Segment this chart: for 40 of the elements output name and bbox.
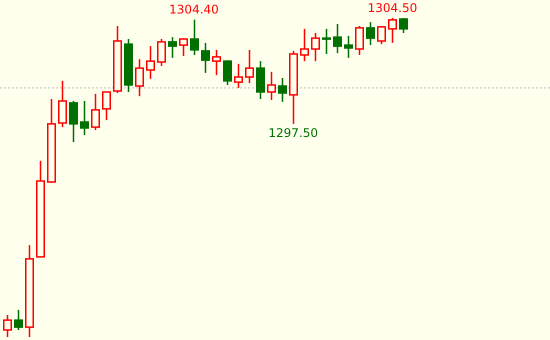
candlestick [256, 60, 265, 100]
annotation: 1304.40 [169, 2, 219, 17]
candlestick [25, 244, 34, 338]
candlestick [135, 58, 144, 97]
annotation: 1304.50 [368, 1, 418, 16]
candlestick [58, 80, 67, 128]
candlestick [289, 50, 298, 125]
candlestick [267, 71, 276, 101]
candlestick [157, 38, 166, 67]
candlestick [300, 28, 309, 62]
candlestick [322, 28, 331, 55]
candlestick [355, 25, 364, 56]
candlestick [102, 91, 111, 121]
candlestick [168, 36, 177, 59]
annotation: 1297.50 [268, 126, 318, 140]
candlestick [113, 25, 122, 94]
candlestick [388, 17, 397, 44]
candlestick [69, 100, 78, 143]
candlestick [179, 37, 188, 57]
candlestick [91, 93, 100, 131]
candlestick [3, 314, 12, 338]
candlestick [344, 35, 353, 59]
candlestick [80, 100, 89, 136]
candlestick [245, 49, 254, 84]
candlestick [234, 63, 243, 89]
candlestick [36, 160, 45, 258]
candlestick [146, 45, 155, 80]
candlestick [47, 98, 56, 184]
candlestick [377, 25, 386, 45]
candlestick [311, 32, 320, 62]
candlestick [278, 77, 287, 103]
candlestick [399, 17, 408, 34]
candlestick [201, 42, 210, 74]
candlestick [124, 38, 133, 93]
candlestick [366, 21, 375, 46]
candlestick [223, 59, 232, 86]
candlestick [14, 309, 23, 331]
candlestick [212, 49, 221, 76]
candlestick [333, 23, 342, 54]
candlestick [190, 18, 199, 56]
